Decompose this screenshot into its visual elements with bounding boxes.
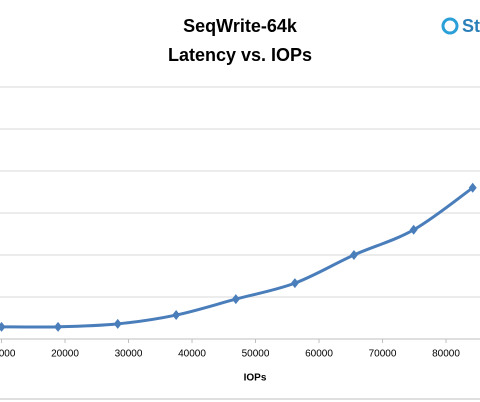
data-point [172, 310, 181, 321]
x-tick-label: 70000 [369, 349, 397, 360]
chart-title: SeqWrite-64k [183, 16, 298, 36]
chart-subtitle: Latency vs. IOPs [168, 45, 312, 65]
x-tick-label: 10000 [0, 349, 16, 360]
x-tick-label: 50000 [242, 349, 270, 360]
data-point [0, 321, 6, 332]
x-axis-title: IOPs [244, 373, 267, 384]
series-line [1, 186, 474, 329]
data-point [290, 278, 299, 289]
x-tick-label: 80000 [432, 349, 460, 360]
x-tick-label: 60000 [305, 349, 333, 360]
x-tick-label: 40000 [178, 349, 206, 360]
data-point [409, 224, 418, 235]
data-point [231, 294, 240, 305]
data-point [468, 182, 477, 193]
logo-text: St [462, 16, 480, 36]
data-point [349, 250, 358, 260]
x-tick-label: 20000 [51, 349, 79, 360]
logo-icon [441, 17, 459, 35]
x-tick-label: 30000 [115, 349, 143, 360]
data-point [113, 318, 122, 329]
data-point [54, 321, 63, 332]
